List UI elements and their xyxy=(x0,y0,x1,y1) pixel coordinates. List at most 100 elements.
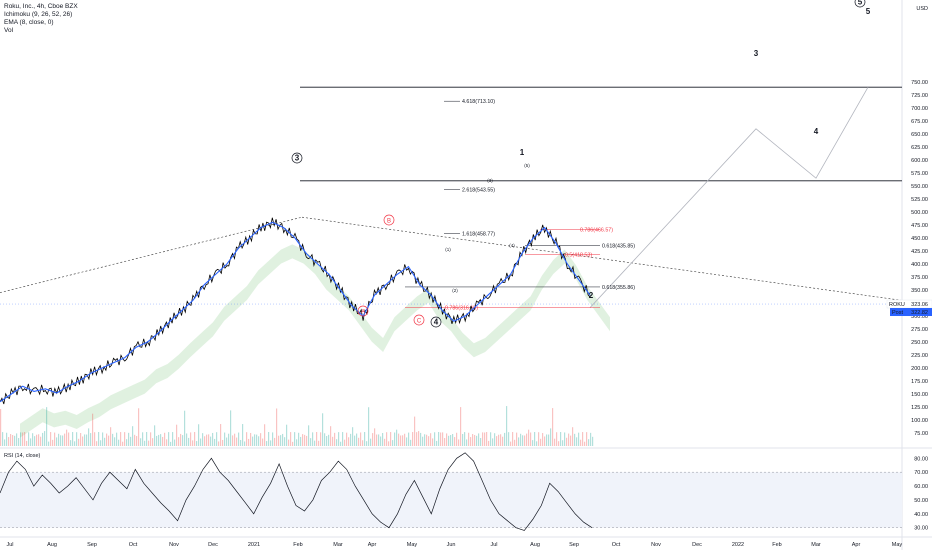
ichimoku-cloud xyxy=(20,244,610,438)
volume-bar xyxy=(212,432,214,446)
volume-bar xyxy=(140,438,142,446)
volume-bar xyxy=(498,434,500,446)
volume-bar xyxy=(200,438,202,446)
volume-bar xyxy=(362,440,364,446)
volume-bar xyxy=(46,407,48,446)
price-tick-label: 250.00 xyxy=(911,340,928,346)
time-tick-label: Jul xyxy=(6,542,13,548)
volume-bar xyxy=(92,413,94,446)
volume-bar xyxy=(264,424,266,446)
rsi-tick-label: 80.00 xyxy=(914,456,928,462)
volume-bar xyxy=(16,433,18,446)
volume-bar xyxy=(402,435,404,446)
volume-bar xyxy=(216,432,218,446)
volume-bar xyxy=(128,432,130,446)
post-tag-value: 322.82 xyxy=(911,310,928,316)
fib-label: 0.618(435.85) xyxy=(602,243,635,249)
volume-bar xyxy=(386,432,388,446)
volume-bar xyxy=(500,434,502,446)
volume-bar xyxy=(382,433,384,446)
volume-bar xyxy=(270,440,272,446)
volume-bar xyxy=(110,427,112,446)
volume-bar xyxy=(506,406,508,446)
volume-bar xyxy=(236,437,238,446)
volume-bar xyxy=(542,433,544,446)
volume-bar xyxy=(118,439,120,446)
volume-bar xyxy=(220,424,222,446)
volume-bar xyxy=(182,435,184,446)
price-tick-label: 450.00 xyxy=(911,236,928,242)
volume-bar xyxy=(548,434,550,446)
volume-bar xyxy=(366,441,368,446)
time-tick-label: Nov xyxy=(651,542,661,548)
wave-label: (2) xyxy=(452,288,458,293)
volume-bar xyxy=(174,439,176,446)
projection-path xyxy=(589,87,869,308)
volume-bar xyxy=(226,437,228,446)
volume-bar xyxy=(102,432,104,446)
wave-label: 5 xyxy=(858,0,863,7)
volume-bar xyxy=(156,435,158,446)
volume-bar xyxy=(180,433,182,446)
volume-bar xyxy=(440,432,442,446)
volume-bar xyxy=(32,433,34,446)
volume-bar xyxy=(578,432,580,446)
volume-bar xyxy=(304,434,306,446)
price-tick-label: 600.00 xyxy=(911,158,928,164)
wave-label: 4 xyxy=(814,127,819,136)
volume-bar xyxy=(292,441,294,446)
volume-bar xyxy=(442,432,444,446)
volume-bar xyxy=(482,432,484,446)
volume-bar xyxy=(372,433,374,446)
volume-bar xyxy=(114,437,116,446)
rsi-line xyxy=(0,452,593,531)
volume-bar xyxy=(576,437,578,446)
volume-bar xyxy=(30,438,32,446)
time-tick-label: Oct xyxy=(129,542,138,548)
wave-label: (3) xyxy=(487,178,493,183)
price-tick-label: 125.00 xyxy=(911,405,928,411)
volume-bar xyxy=(86,434,88,446)
volume-bar xyxy=(70,440,72,446)
volume-bar xyxy=(234,433,236,446)
price-tick-label: 175.00 xyxy=(911,379,928,385)
time-tick-label: May xyxy=(892,542,903,548)
fib-label: 4.618(713.10) xyxy=(462,99,495,105)
price-tick-label: 725.00 xyxy=(911,93,928,99)
volume-bar xyxy=(290,432,292,446)
volume-bar xyxy=(470,437,472,446)
volume-bar xyxy=(160,434,162,446)
volume-bar xyxy=(60,435,62,446)
volume-bar xyxy=(338,432,340,446)
volume-bar xyxy=(458,439,460,446)
volume-bar xyxy=(574,433,576,446)
volume-bar xyxy=(530,432,532,446)
volume-bar xyxy=(248,438,250,446)
volume-bar xyxy=(524,435,526,446)
volume-bar xyxy=(98,432,100,446)
time-tick-label: Dec xyxy=(208,542,218,548)
volume-bar xyxy=(126,439,128,446)
volume-bar xyxy=(322,413,324,446)
price-tick-label: 575.00 xyxy=(911,171,928,177)
volume-bar xyxy=(552,408,554,446)
volume-bar xyxy=(94,432,96,446)
volume-bar xyxy=(310,438,312,446)
volume-bar xyxy=(464,432,466,446)
volume-bar xyxy=(286,424,288,446)
price-tick-label: 525.00 xyxy=(911,197,928,203)
volume-bar xyxy=(64,433,66,446)
rsi-tick-label: 30.00 xyxy=(914,526,928,532)
volume-bar xyxy=(202,433,204,446)
volume-bar xyxy=(570,435,572,446)
volume-bar xyxy=(522,435,524,446)
volume-bar xyxy=(194,432,196,446)
volume-bar xyxy=(238,432,240,446)
volume-bar xyxy=(324,433,326,446)
volume-bar xyxy=(14,435,16,446)
volume-bar xyxy=(0,409,2,446)
volume-bar xyxy=(374,428,376,446)
time-tick-label: Sep xyxy=(87,542,97,548)
